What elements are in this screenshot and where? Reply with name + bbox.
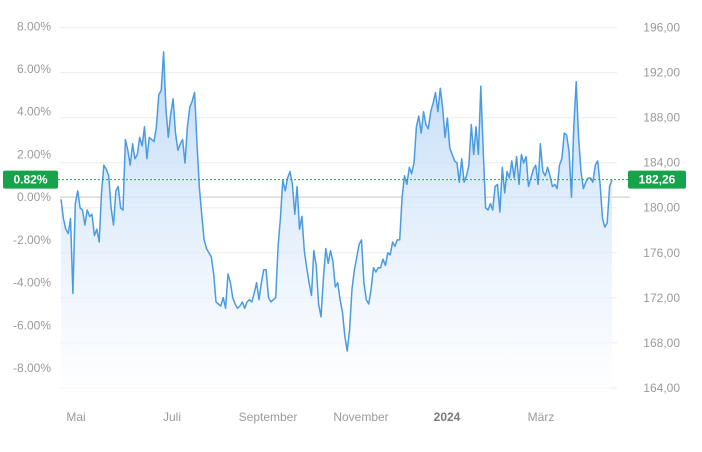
left-axis: 8.00% 6.00% 4.00% 2.00% 0.00% -2.00% -4.00% -6.… <box>13 19 51 375</box>
series-area <box>61 51 612 399</box>
x-tick-label: März <box>528 410 555 424</box>
current-percent-label: 0.82% <box>13 173 47 187</box>
right-tick-label: 180,00 <box>643 201 680 215</box>
current-price-label: 182,26 <box>639 173 676 187</box>
x-tick-label: Juli <box>163 410 181 424</box>
right-tick-label: 188,00 <box>643 111 680 125</box>
left-tick-label: 0.00% <box>17 190 51 204</box>
current-price-badge: 182,26 <box>628 170 686 189</box>
left-tick-label: 8.00% <box>17 19 51 33</box>
right-tick-label: 192,00 <box>643 66 680 80</box>
right-tick-label: 172,00 <box>643 291 680 305</box>
x-tick-label: 2024 <box>434 410 461 424</box>
left-tick-label: -2.00% <box>13 233 51 247</box>
x-tick-label: Mai <box>66 410 85 424</box>
x-axis: Mai Juli September November 2024 März <box>66 410 554 424</box>
left-tick-label: -6.00% <box>13 318 51 332</box>
left-tick-label: 2.00% <box>17 147 51 161</box>
left-tick-label: -4.00% <box>13 276 51 290</box>
right-tick-label: 176,00 <box>643 246 680 260</box>
right-tick-label: 168,00 <box>643 336 680 350</box>
left-tick-label: 6.00% <box>17 62 51 76</box>
left-tick-label: 4.00% <box>17 105 51 119</box>
price-badge-box <box>628 170 686 189</box>
right-tick-label: 184,00 <box>643 156 680 170</box>
percent-badge-box <box>3 170 58 189</box>
left-tick-label: -8.00% <box>13 361 51 375</box>
x-tick-label: November <box>333 410 388 424</box>
right-axis: 196,00 192,00 188,00 184,00 180,00 176,00 172,… <box>643 21 680 395</box>
series-line <box>60 51 613 352</box>
x-tick-label: September <box>239 410 298 424</box>
right-tick-label: 164,00 <box>643 381 680 395</box>
current-percent-badge: 0.82% <box>3 170 58 189</box>
right-tick-label: 196,00 <box>643 21 680 35</box>
